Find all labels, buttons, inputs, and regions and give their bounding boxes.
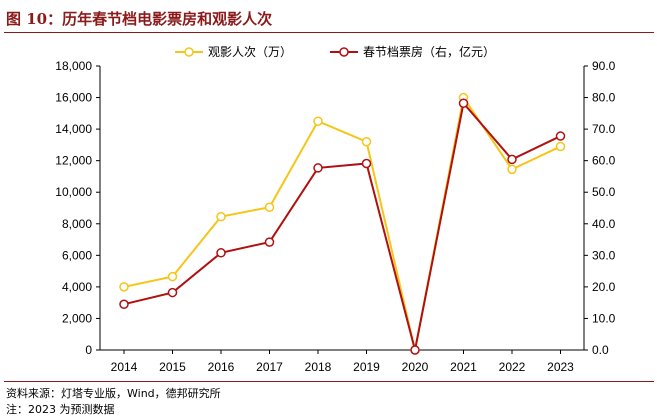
series-point-2: [313, 163, 323, 173]
series-point-2: [264, 237, 275, 247]
series-line-2: [123, 101, 561, 351]
note-text: 注：2023 为预测数据: [6, 403, 115, 416]
left-tick-label: 0: [85, 343, 92, 357]
figure-title: 图 10：历年春节档电影票房和观影人次: [6, 10, 273, 28]
right-tick-label: 30.0: [592, 248, 616, 262]
series-point-2: [216, 248, 226, 258]
left-tick-label: 4,000: [62, 280, 92, 294]
series-point-1: [264, 202, 275, 212]
right-tick-label: 10.0: [592, 311, 616, 325]
legend-swatch-marker: [339, 47, 349, 57]
x-tick-label: 2015: [159, 360, 186, 374]
series-point-1: [167, 271, 178, 282]
series-point-1: [361, 136, 372, 147]
footer-rule: [4, 381, 654, 382]
title-rule: [4, 32, 654, 33]
right-tick-label: 40.0: [592, 217, 616, 231]
x-tick-label: 2014: [111, 360, 138, 374]
left-tick-label: 14,000: [55, 122, 92, 136]
x-tick-label: 2023: [547, 360, 574, 374]
series-point-2: [167, 287, 178, 298]
series-point-1: [216, 211, 226, 222]
x-tick-label: 2022: [499, 360, 526, 374]
right-tick-label: 60.0: [592, 154, 616, 168]
x-tick-label: 2018: [305, 360, 332, 374]
x-tick-label: 2020: [402, 360, 429, 374]
legend-swatch-marker: [184, 47, 194, 57]
left-tick-label: 12,000: [55, 154, 92, 168]
left-tick-label: 2,000: [62, 311, 92, 325]
right-tick-label: 50.0: [592, 185, 616, 199]
left-tick-label: 10,000: [55, 185, 92, 199]
series-point-2: [410, 345, 420, 355]
left-tick-label: 18,000: [55, 59, 92, 73]
right-tick-label: 70.0: [592, 122, 616, 136]
series-point-1: [555, 141, 566, 152]
right-tick-label: 90.0: [592, 59, 616, 73]
x-tick-label: 2016: [208, 360, 235, 374]
series-point-1: [119, 282, 129, 292]
source-text: 资料来源：灯塔专业版，Wind，德邦研究所: [6, 387, 221, 400]
series-point-1: [507, 164, 517, 175]
left-tick-label: 16,000: [55, 91, 92, 105]
legend-label: 春节档票房（右，亿元）: [363, 44, 495, 59]
left-tick-label: 6,000: [62, 248, 92, 262]
left-tick-label: 8,000: [62, 217, 92, 231]
series-point-2: [507, 154, 517, 165]
x-tick-label: 2019: [353, 360, 380, 374]
right-tick-label: 0.0: [592, 343, 609, 357]
series-point-1: [313, 116, 323, 126]
legend-label: 观影人次（万）: [208, 45, 292, 59]
series-point-2: [458, 98, 469, 108]
x-tick-label: 2021: [450, 360, 477, 374]
series-point-2: [361, 158, 372, 169]
series-line-1: [123, 94, 561, 351]
x-tick-label: 2017: [256, 360, 283, 374]
right-tick-label: 20.0: [592, 280, 616, 294]
series-point-2: [119, 299, 129, 309]
right-tick-label: 80.0: [592, 91, 616, 105]
series-point-2: [555, 131, 566, 141]
